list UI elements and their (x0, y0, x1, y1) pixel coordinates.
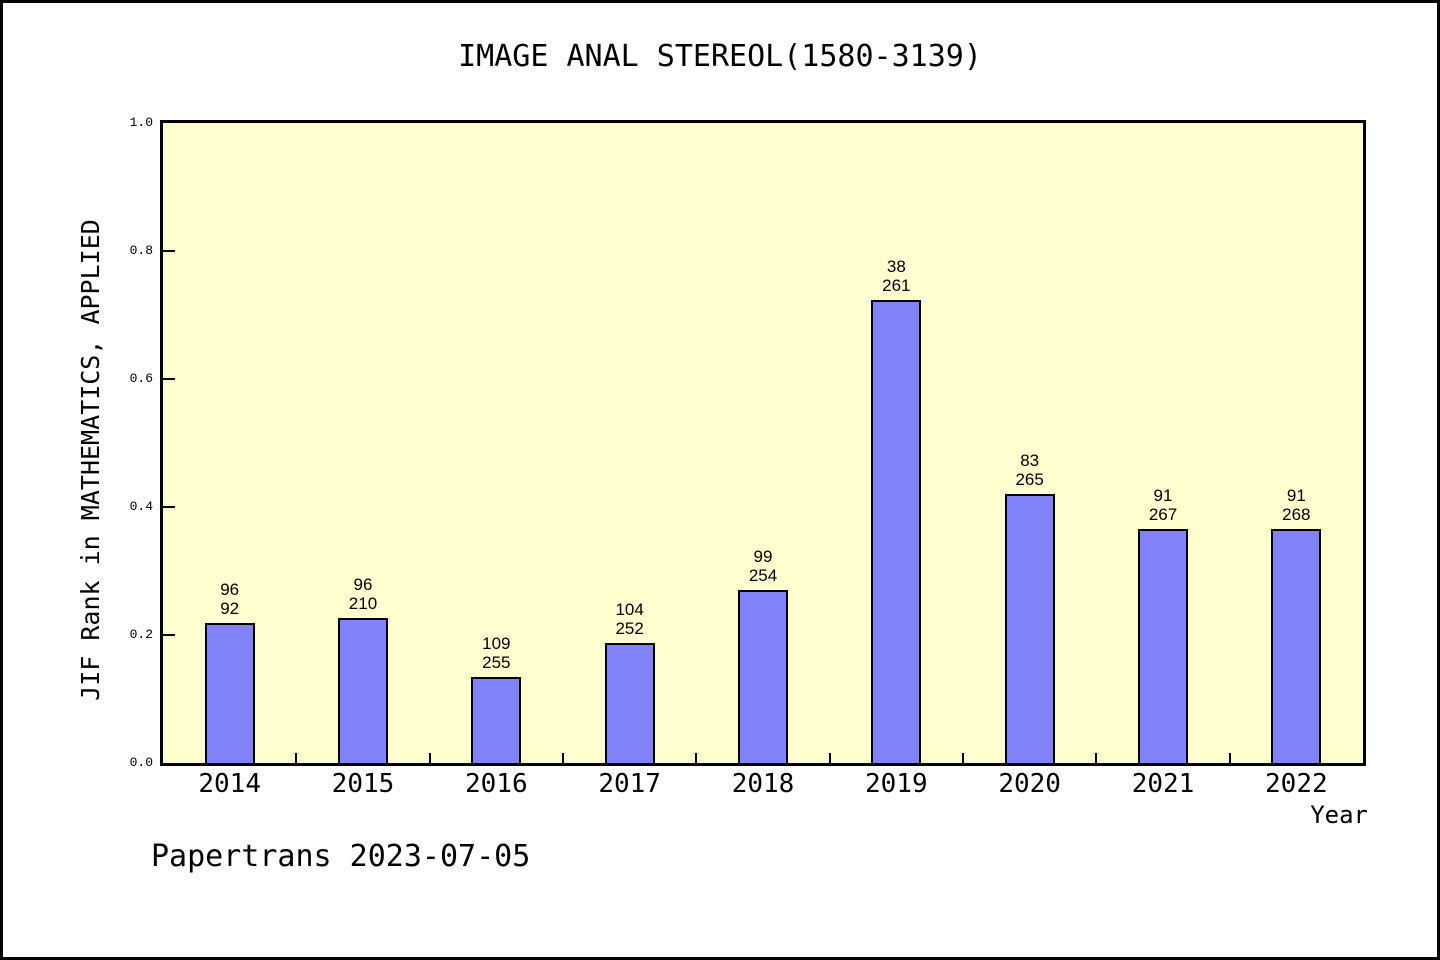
x-tick-label-2020: 2020 (998, 769, 1061, 799)
y-tick-label-1.0: 1.0 (129, 115, 153, 130)
y-tick-mark (163, 634, 175, 636)
x-tick-label-2021: 2021 (1131, 769, 1195, 799)
y-tick-mark (163, 506, 175, 508)
bar-2015 (337, 618, 388, 763)
bar-2016 (471, 676, 522, 763)
y-tick-label-0.0: 0.0 (129, 755, 153, 770)
x-minor-tick (961, 753, 964, 763)
bar-2020 (1004, 494, 1055, 763)
y-tick-label-0.8: 0.8 (129, 243, 153, 258)
bar-label-total: 267 (1148, 505, 1178, 525)
bar-label-total: 255 (482, 652, 511, 672)
bar-label-rank: 91 (1153, 486, 1173, 506)
y-tick-mark (163, 250, 175, 252)
bar-label-rank: 109 (482, 633, 511, 653)
x-tick-label-2016: 2016 (465, 769, 528, 799)
bar-label-2015: 96 210 (303, 575, 423, 613)
bar-2021 (1138, 529, 1188, 763)
y-tick-label-0.2: 0.2 (129, 627, 153, 642)
bar-2022 (1271, 529, 1322, 763)
y-axis-tick-labels: 0.0 0.2 0.4 0.6 0.8 1.0 (63, 115, 153, 770)
x-minor-tick (695, 753, 698, 763)
bar-label-rank: 99 (753, 547, 773, 567)
chart-title: IMAGE ANAL STEREOL(1580-3139) (458, 39, 982, 74)
x-tick-label-2015: 2015 (331, 769, 395, 799)
x-axis-label: Year (1310, 801, 1368, 829)
bar-label-total: 268 (1282, 505, 1311, 525)
bar-label-2021: 91 267 (1103, 486, 1223, 524)
bar-label-2016: 109 255 (436, 634, 556, 672)
x-minor-tick (1095, 753, 1098, 763)
x-tick-label-2018: 2018 (731, 769, 795, 799)
bar-label-total: 265 (1015, 470, 1044, 490)
x-tick-label-2019: 2019 (865, 769, 928, 799)
x-minor-tick (1228, 753, 1231, 763)
bar-label-rank: 91 (1286, 486, 1306, 506)
x-minor-tick (428, 753, 431, 763)
bar-label-total: 261 (882, 276, 911, 296)
y-tick-mark (163, 378, 175, 380)
bar-2019 (871, 300, 922, 763)
bar-label-total: 252 (615, 619, 644, 639)
bar-2018 (738, 590, 788, 763)
bar-label-total: 254 (748, 566, 778, 586)
bar-2017 (604, 643, 655, 763)
bar-label-rank: 96 (220, 580, 240, 600)
bar-label-2019: 38 261 (836, 257, 956, 295)
bar-label-2018: 99 254 (703, 547, 823, 585)
x-tick-label-2014: 2014 (198, 769, 261, 799)
x-minor-tick (295, 753, 298, 763)
bar-label-rank: 38 (886, 257, 906, 277)
bar-label-rank: 96 (353, 575, 373, 595)
watermark-text: Papertrans 2023-07-05 (151, 839, 531, 874)
bar-2014 (204, 623, 255, 763)
bar-label-2014: 96 92 (170, 580, 290, 618)
x-tick-label-2017: 2017 (598, 769, 661, 799)
x-minor-tick (828, 753, 831, 763)
bar-label-2020: 83 265 (970, 451, 1090, 489)
x-minor-tick (561, 753, 564, 763)
bar-label-total: 92 (220, 599, 240, 619)
plot-area: 96 92 96 210 109 255 104 252 99 254 38 261 83 265 91 26… (160, 120, 1366, 766)
bar-label-2022: 91 268 (1236, 486, 1356, 524)
bar-label-total: 210 (348, 594, 378, 614)
bar-label-rank: 104 (615, 600, 644, 620)
y-tick-label-0.6: 0.6 (129, 371, 153, 386)
x-tick-label-2022: 2022 (1265, 769, 1328, 799)
y-tick-label-0.4: 0.4 (129, 499, 153, 514)
bar-label-rank: 83 (1020, 451, 1040, 471)
x-axis-tick-labels: 2014 2015 2016 2017 2018 2019 2020 2021 2022 (163, 769, 1363, 803)
bar-label-2017: 104 252 (570, 600, 690, 638)
